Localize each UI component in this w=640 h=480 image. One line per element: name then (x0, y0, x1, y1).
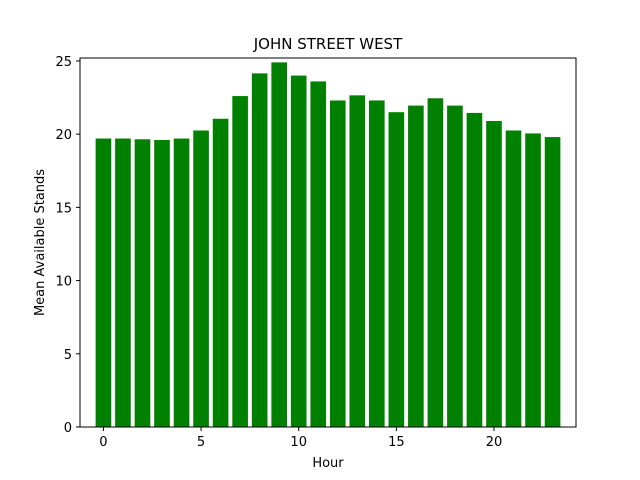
bar-hour-4 (173, 138, 190, 428)
bar-hour-1 (115, 138, 131, 428)
bar-hour-15 (388, 112, 405, 427)
bar-hour-16 (408, 105, 424, 427)
bar-hour-18 (447, 105, 463, 427)
y-tick-label: 20 (55, 128, 72, 143)
bars-group (95, 62, 561, 428)
chart-title: JOHN STREET WEST (253, 35, 403, 53)
bar-hour-17 (427, 98, 444, 428)
bar-hour-7 (232, 96, 248, 428)
bar-hour-6 (212, 118, 229, 428)
bar-hour-22 (525, 133, 541, 428)
bar-hour-2 (134, 139, 151, 427)
y-tick-label: 15 (55, 201, 72, 216)
bar-hour-23 (544, 137, 561, 428)
x-axis-ticks: 0 5 10 15 20 (99, 427, 502, 450)
y-tick-label: 25 (55, 55, 72, 70)
bar-hour-3 (154, 140, 170, 427)
bar-hour-8 (251, 73, 268, 427)
y-axis-label: Mean Available Stands (33, 169, 48, 316)
bar-hour-5 (193, 130, 209, 427)
bar-hour-13 (349, 95, 366, 427)
plot-frame (79, 57, 577, 428)
y-axis-ticks: 0 5 10 15 20 25 (55, 55, 80, 436)
y-tick-label: 5 (64, 348, 72, 363)
y-tick-label: 0 (64, 421, 72, 436)
bar-hour-9 (271, 62, 287, 428)
x-tick-label: 0 (99, 435, 107, 450)
bar-hour-14 (369, 100, 385, 427)
x-tick-label: 5 (197, 435, 205, 450)
bar-hour-20 (486, 120, 502, 427)
bar-hour-19 (466, 112, 483, 428)
x-tick-label: 20 (486, 435, 503, 450)
y-tick-label: 10 (55, 275, 72, 290)
x-tick-label: 15 (388, 435, 405, 450)
x-axis-label: Hour (312, 456, 344, 471)
bar-hour-11 (310, 81, 327, 427)
bar-hour-10 (290, 75, 307, 428)
x-tick-label: 10 (290, 435, 307, 450)
bar-hour-21 (505, 130, 522, 427)
bar-hour-0 (95, 138, 112, 428)
bar-hour-12 (329, 100, 346, 427)
